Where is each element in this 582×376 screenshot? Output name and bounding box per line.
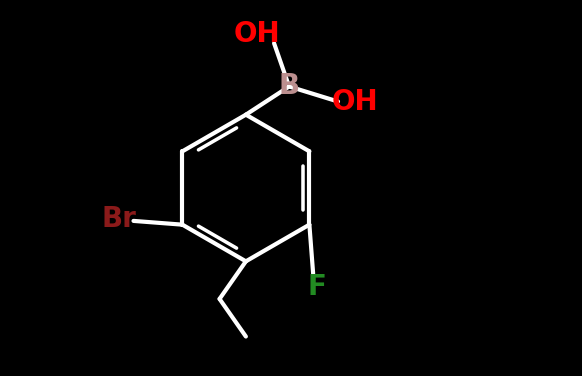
Text: OH: OH <box>234 20 281 48</box>
Text: OH: OH <box>332 88 378 115</box>
Text: Br: Br <box>101 205 136 233</box>
Text: F: F <box>307 273 327 301</box>
Text: B: B <box>279 73 300 100</box>
